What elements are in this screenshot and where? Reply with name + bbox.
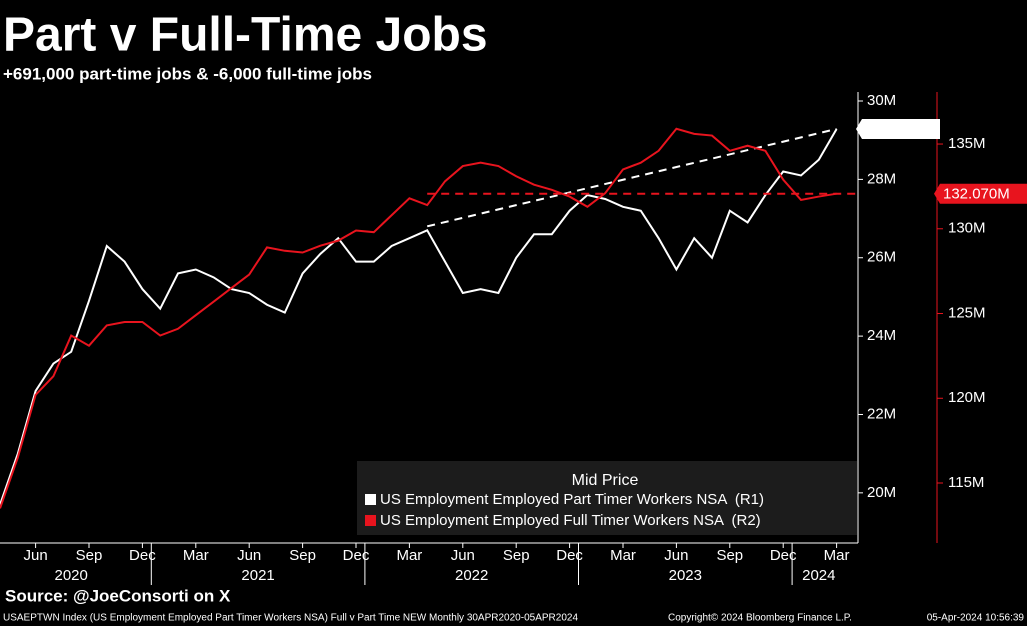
y-tick-label: 22M — [867, 405, 896, 422]
source: Source: @JoeConsorti on X — [5, 586, 231, 605]
legend-swatch — [365, 494, 376, 505]
legend-box — [357, 461, 857, 535]
x-tick-label: Mar — [183, 547, 209, 564]
y2-tick-label: 120M — [948, 389, 986, 406]
chart-title: Part v Full-Time Jobs — [3, 9, 488, 62]
last-value-box — [934, 183, 1027, 204]
year-label: 2020 — [55, 567, 88, 584]
x-tick-label: Mar — [396, 547, 422, 564]
footer-left: USAEPTWN Index (US Employment Employed P… — [3, 613, 578, 624]
trend-line — [426, 127, 837, 228]
year-label: 2021 — [241, 567, 274, 584]
x-tick-label: Dec — [129, 547, 156, 564]
y2-tick-label: 130M — [948, 220, 986, 237]
x-tick-label: Jun — [664, 547, 688, 564]
year-label: 2022 — [455, 567, 488, 584]
series-line — [0, 128, 838, 505]
y2-tick-label: 125M — [948, 304, 986, 321]
x-tick-label: Sep — [289, 547, 316, 564]
y-tick-label: 26M — [867, 249, 896, 266]
chart-subtitle: +691,000 part-time jobs & -6,000 full-ti… — [3, 64, 372, 83]
series-line — [0, 127, 837, 509]
x-tick-label: Jun — [451, 547, 475, 564]
legend-title: Mid Price — [572, 472, 639, 489]
y-tick-label: 28M — [867, 170, 896, 187]
y2-tick-label: 115M — [948, 474, 984, 491]
legend-swatch — [365, 515, 376, 526]
footer-right: 05-Apr-2024 10:56:39 — [927, 613, 1025, 624]
legend-label: US Employment Employed Full Timer Worker… — [380, 512, 761, 529]
x-tick-label: Dec — [343, 547, 370, 564]
x-tick-label: Dec — [556, 547, 583, 564]
year-label: 2023 — [669, 567, 702, 584]
x-tick-label: Jun — [237, 547, 261, 564]
y-tick-label: 30M — [867, 92, 896, 109]
legend-label: US Employment Employed Part Timer Worker… — [380, 491, 764, 508]
y2-tick-label: 135M — [948, 135, 986, 152]
x-tick-label: Sep — [503, 547, 530, 564]
last-value-label: 132.070M — [943, 186, 1010, 203]
y-tick-label: 20M — [867, 484, 896, 501]
last-value-label: 29.287M — [865, 121, 923, 138]
x-tick-label: Mar — [610, 547, 636, 564]
year-label: 2024 — [802, 567, 835, 584]
x-tick-label: Sep — [76, 547, 103, 564]
x-tick-label: Sep — [716, 547, 743, 564]
last-value-box — [856, 118, 940, 139]
footer-mid: Copyright© 2024 Bloomberg Finance L.P. — [668, 613, 852, 624]
x-tick-label: Dec — [770, 547, 797, 564]
x-tick-label: Jun — [24, 547, 48, 564]
y-tick-label: 24M — [867, 327, 896, 344]
x-tick-label: Mar — [824, 547, 850, 564]
